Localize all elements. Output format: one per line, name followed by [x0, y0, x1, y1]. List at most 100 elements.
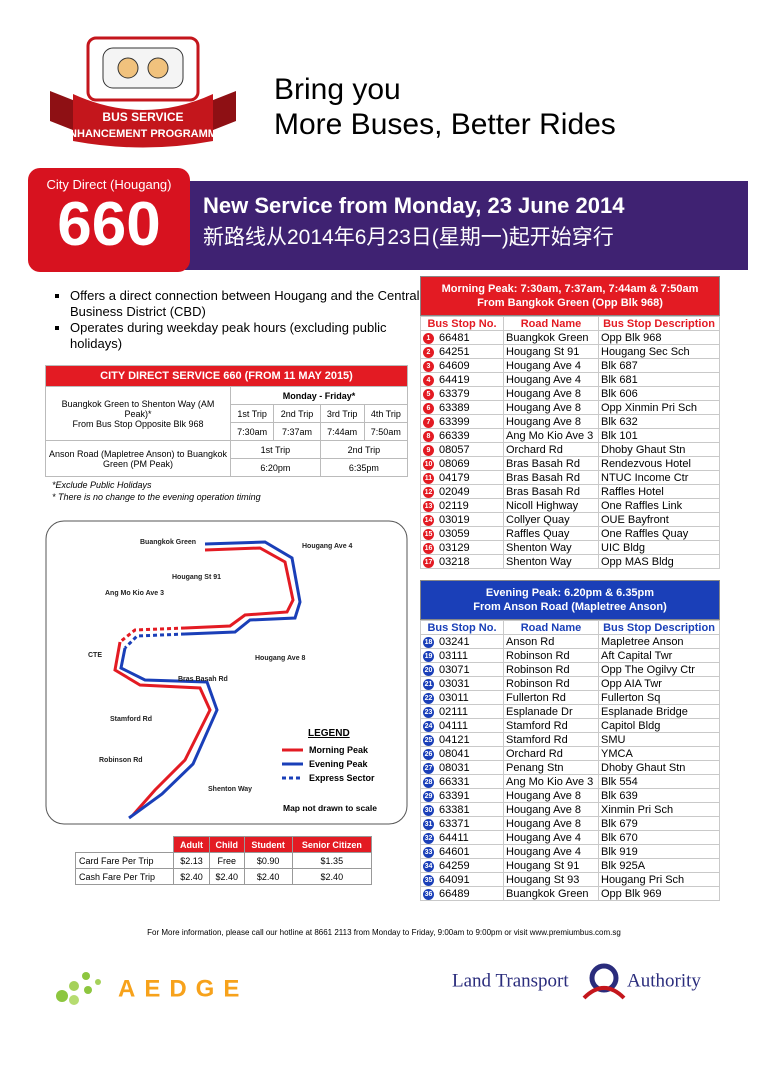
stop-row: 15 03059 Raffles Quay One Raffles Quay — [420, 526, 720, 541]
stop-code: 08057 — [437, 442, 504, 457]
stop-number: 5 — [423, 389, 434, 400]
column-header: Bus Stop No. — [420, 620, 504, 635]
stop-code: 03218 — [437, 554, 504, 569]
stop-row: 4 64419 Hougang Ave 4 Blk 681 — [420, 372, 720, 387]
stop-number-cell: 23 — [420, 704, 437, 719]
road-name: Buangkok Green — [503, 330, 599, 345]
stop-description: Blk 606 — [598, 386, 720, 401]
stop-number: 21 — [423, 679, 434, 690]
fare-row: Cash Fare Per Trip $2.40 $2.40 $2.40 $2.40 — [74, 868, 373, 885]
stop-code: 64091 — [437, 872, 504, 887]
stop-number: 27 — [423, 763, 434, 774]
column-header: Bus Stop Description — [598, 316, 720, 331]
road-name: Hougang Ave 8 — [503, 386, 599, 401]
road-name: Shenton Way — [503, 540, 599, 555]
route: Anson Road (Mapletree Anson) to Buangkok… — [45, 440, 231, 477]
footer-text: For More information, please call our ho… — [147, 928, 621, 937]
stop-number-cell: 35 — [420, 872, 437, 887]
road-name: Hougang Ave 8 — [503, 802, 599, 817]
stop-description: Dhoby Ghaut Stn — [598, 760, 720, 775]
days: Monday - Friday* — [230, 386, 408, 405]
logo: BUS SERVICE ENHANCEMENT PROGRAMME — [50, 36, 236, 148]
fare-value: Free — [208, 852, 245, 869]
morning-table: Morning Peak: 7:30am, 7:37am, 7:44am & 7… — [420, 276, 720, 569]
stop-code: 64411 — [437, 830, 504, 845]
stop-number-cell: 11 — [420, 470, 437, 485]
stop-number: 14 — [423, 515, 434, 526]
stop-number: 23 — [423, 707, 434, 718]
stop-number: 3 — [423, 361, 434, 372]
road-name: Stamford Rd — [503, 718, 599, 733]
stop-number: 26 — [423, 749, 434, 760]
lta-text: Land Transport — [452, 970, 569, 991]
stop-row: 23 02111 Esplanade Dr Esplanade Bridge — [420, 704, 720, 719]
legend-item: Morning Peak — [309, 745, 369, 755]
stop-number: 6 — [423, 403, 434, 414]
stop-description: One Raffles Link — [598, 498, 720, 513]
stop-row: 13 02119 Nicoll Highway One Raffles Link — [420, 498, 720, 513]
road-name: Hougang Ave 8 — [503, 788, 599, 803]
stop-number-cell: 26 — [420, 746, 437, 761]
aedge-text: AEDGE — [118, 975, 248, 1002]
map-label: Stamford Rd — [110, 716, 152, 723]
logo-text: ENHANCEMENT PROGRAMME — [62, 128, 225, 140]
stop-row: 25 04121 Stamford Rd SMU — [420, 732, 720, 747]
road-name: Penang Stn — [503, 760, 599, 775]
stop-number-cell: 18 — [420, 634, 437, 649]
stop-description: OUE Bayfront — [598, 512, 720, 527]
note: *Exclude Public Holidays — [52, 480, 152, 490]
stop-code: 63371 — [437, 816, 504, 831]
stop-row: 34 64259 Hougang St 91 Blk 925A — [420, 858, 720, 873]
note: * There is no change to the evening oper… — [52, 492, 261, 502]
stop-number: 2 — [423, 347, 434, 358]
stop-number: 7 — [423, 417, 434, 428]
stop-code: 02049 — [437, 484, 504, 499]
stop-description: Opp Blk 969 — [598, 886, 720, 901]
road-name: Raffles Quay — [503, 526, 599, 541]
schedule-table: CITY DIRECT SERVICE 660 (FROM 11 MAY 201… — [45, 365, 409, 477]
stop-number: 33 — [423, 847, 434, 858]
stop-number-cell: 25 — [420, 732, 437, 747]
fare-header: Child — [208, 836, 245, 853]
stop-description: Fullerton Sq — [598, 690, 720, 705]
stop-number: 17 — [423, 557, 434, 568]
road-name: Hougang Ave 4 — [503, 830, 599, 845]
road-name: Esplanade Dr — [503, 704, 599, 719]
stop-row: 12 02049 Bras Basah Rd Raffles Hotel — [420, 484, 720, 499]
schedule-title: CITY DIRECT SERVICE 660 (FROM 11 MAY 201… — [45, 365, 408, 387]
stop-code: 66489 — [437, 886, 504, 901]
road-name: Orchard Rd — [503, 746, 599, 761]
lta-text: Authority — [627, 970, 701, 991]
stop-row: 18 03241 Anson Rd Mapletree Anson — [420, 634, 720, 649]
stop-number: 15 — [423, 529, 434, 540]
time: 7:37am — [273, 422, 321, 441]
column-header: Road Name — [503, 620, 599, 635]
stop-row: 16 03129 Shenton Way UIC Bldg — [420, 540, 720, 555]
header-line: Evening Peak: 6.20pm & 6.35pm — [485, 587, 655, 599]
stop-row: 24 04111 Stamford Rd Capitol Bldg — [420, 718, 720, 733]
stop-number: 30 — [423, 805, 434, 816]
stop-number-cell: 10 — [420, 456, 437, 471]
bullets: Offers a direct connection between Houga… — [42, 288, 420, 352]
road-name: Bras Basah Rd — [503, 456, 599, 471]
stop-number-cell: 14 — [420, 512, 437, 527]
stop-number: 24 — [423, 721, 434, 732]
road-name: Collyer Quay — [503, 512, 599, 527]
stop-row: 5 63379 Hougang Ave 8 Blk 606 — [420, 386, 720, 401]
stop-number-cell: 8 — [420, 428, 437, 443]
map-label: Hougang St 91 — [172, 574, 221, 581]
legend-item: Evening Peak — [309, 759, 369, 769]
stop-number: 36 — [423, 889, 434, 900]
stop-row: 11 04179 Bras Basah Rd NTUC Income Ctr — [420, 470, 720, 485]
stop-number: 35 — [423, 875, 434, 886]
stop-number-cell: 15 — [420, 526, 437, 541]
lta-logo: Land Transport Authority — [452, 963, 701, 1000]
stop-code: 64601 — [437, 844, 504, 859]
stop-row: 19 03111 Robinson Rd Aft Capital Twr — [420, 648, 720, 663]
stop-description: Blk 639 — [598, 788, 720, 803]
road-name: Shenton Way — [503, 554, 599, 569]
road-name: Bras Basah Rd — [503, 470, 599, 485]
stop-number-cell: 2 — [420, 344, 437, 359]
stop-number: 32 — [423, 833, 434, 844]
stop-description: Blk 554 — [598, 774, 720, 789]
